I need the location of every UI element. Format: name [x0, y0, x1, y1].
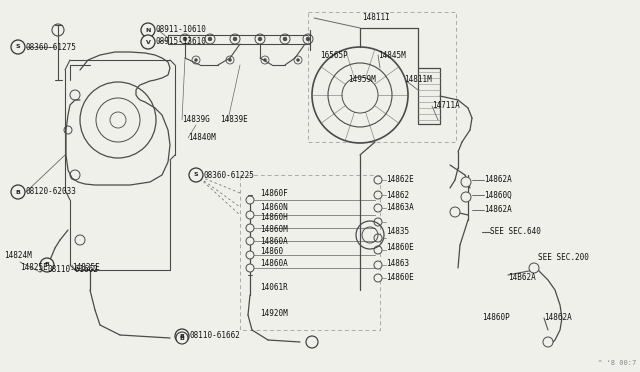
Bar — [240, 175, 380, 330]
Circle shape — [374, 191, 382, 199]
Circle shape — [189, 168, 203, 182]
Circle shape — [461, 177, 471, 187]
Text: 14920M: 14920M — [260, 308, 288, 317]
Text: S: S — [16, 45, 20, 49]
Circle shape — [374, 234, 382, 242]
Text: 14862E: 14862E — [386, 176, 413, 185]
Text: 08110-61662: 08110-61662 — [47, 266, 98, 275]
Text: 14860A: 14860A — [260, 237, 288, 246]
Circle shape — [296, 58, 300, 61]
Circle shape — [175, 329, 189, 343]
Text: 14061R: 14061R — [260, 283, 288, 292]
Circle shape — [246, 237, 254, 245]
Text: B: B — [180, 336, 184, 340]
Text: 14959M: 14959M — [348, 76, 376, 84]
Circle shape — [228, 58, 232, 61]
Text: 14825E: 14825E — [20, 263, 48, 273]
Circle shape — [246, 264, 254, 272]
Circle shape — [233, 37, 237, 41]
Circle shape — [374, 261, 382, 269]
Text: 14839E: 14839E — [220, 115, 248, 125]
Text: 16565P: 16565P — [320, 51, 348, 60]
Text: S: S — [194, 173, 198, 177]
Text: SEE SEC.640: SEE SEC.640 — [490, 228, 541, 237]
Circle shape — [176, 332, 188, 344]
Text: 14860F: 14860F — [260, 189, 288, 198]
Text: ^ ‘8 00:7: ^ ‘8 00:7 — [598, 360, 636, 366]
Text: N: N — [145, 28, 150, 32]
Circle shape — [246, 224, 254, 232]
Text: 14835: 14835 — [386, 228, 409, 237]
Circle shape — [183, 37, 187, 41]
Text: 14860E: 14860E — [386, 244, 413, 253]
Text: 14860M: 14860M — [260, 224, 288, 234]
Circle shape — [11, 185, 25, 199]
Circle shape — [264, 58, 266, 61]
Text: 14862A: 14862A — [484, 205, 512, 215]
Circle shape — [283, 37, 287, 41]
Circle shape — [141, 35, 155, 49]
Text: 14860N: 14860N — [260, 202, 288, 212]
Circle shape — [40, 258, 54, 272]
Circle shape — [195, 58, 198, 61]
Text: 14860A: 14860A — [260, 260, 288, 269]
Text: B: B — [15, 189, 20, 195]
Text: V: V — [145, 39, 150, 45]
Text: 14B62A: 14B62A — [508, 273, 536, 282]
Text: 14825E: 14825E — [72, 263, 100, 273]
Circle shape — [208, 37, 212, 41]
Text: B: B — [180, 334, 184, 339]
Text: 14863: 14863 — [386, 260, 409, 269]
Circle shape — [374, 218, 382, 226]
Circle shape — [246, 251, 254, 259]
Circle shape — [306, 37, 310, 41]
Text: 08120-62033: 08120-62033 — [26, 187, 77, 196]
Text: 08911-10610: 08911-10610 — [156, 26, 207, 35]
Text: 14839G: 14839G — [182, 115, 210, 125]
Text: SEE SEC.200: SEE SEC.200 — [538, 253, 589, 263]
Circle shape — [374, 176, 382, 184]
Text: 14840M: 14840M — [188, 134, 216, 142]
Text: 14860Q: 14860Q — [484, 190, 512, 199]
Text: 14860H: 14860H — [260, 214, 288, 222]
Text: 14862A: 14862A — [544, 314, 572, 323]
Text: 14862: 14862 — [386, 190, 409, 199]
Text: 14860P: 14860P — [482, 314, 509, 323]
Circle shape — [374, 246, 382, 254]
Circle shape — [258, 37, 262, 41]
Circle shape — [246, 211, 254, 219]
Text: 14863A: 14863A — [386, 203, 413, 212]
Circle shape — [374, 274, 382, 282]
Text: 08110-61662: 08110-61662 — [190, 331, 241, 340]
Text: 08915-13610: 08915-13610 — [156, 38, 207, 46]
Circle shape — [306, 336, 318, 348]
Text: 14860: 14860 — [260, 247, 283, 257]
Circle shape — [246, 196, 254, 204]
Text: 14862A: 14862A — [484, 176, 512, 185]
Circle shape — [141, 23, 155, 37]
Text: 14824M: 14824M — [4, 250, 32, 260]
Bar — [308, 12, 456, 142]
Text: 14711A: 14711A — [432, 102, 460, 110]
Text: 14845M: 14845M — [378, 51, 406, 60]
Text: 14811I: 14811I — [362, 13, 390, 22]
Text: 08360-61275: 08360-61275 — [26, 42, 77, 51]
Text: B: B — [45, 263, 49, 267]
Bar — [418, 68, 440, 124]
Circle shape — [543, 337, 553, 347]
Text: 08360-61225: 08360-61225 — [204, 170, 255, 180]
Text: 14860E: 14860E — [386, 273, 413, 282]
Circle shape — [529, 263, 539, 273]
Circle shape — [374, 204, 382, 212]
Circle shape — [450, 207, 460, 217]
Text: 14811M: 14811M — [404, 76, 432, 84]
Circle shape — [11, 40, 25, 54]
Circle shape — [461, 192, 471, 202]
